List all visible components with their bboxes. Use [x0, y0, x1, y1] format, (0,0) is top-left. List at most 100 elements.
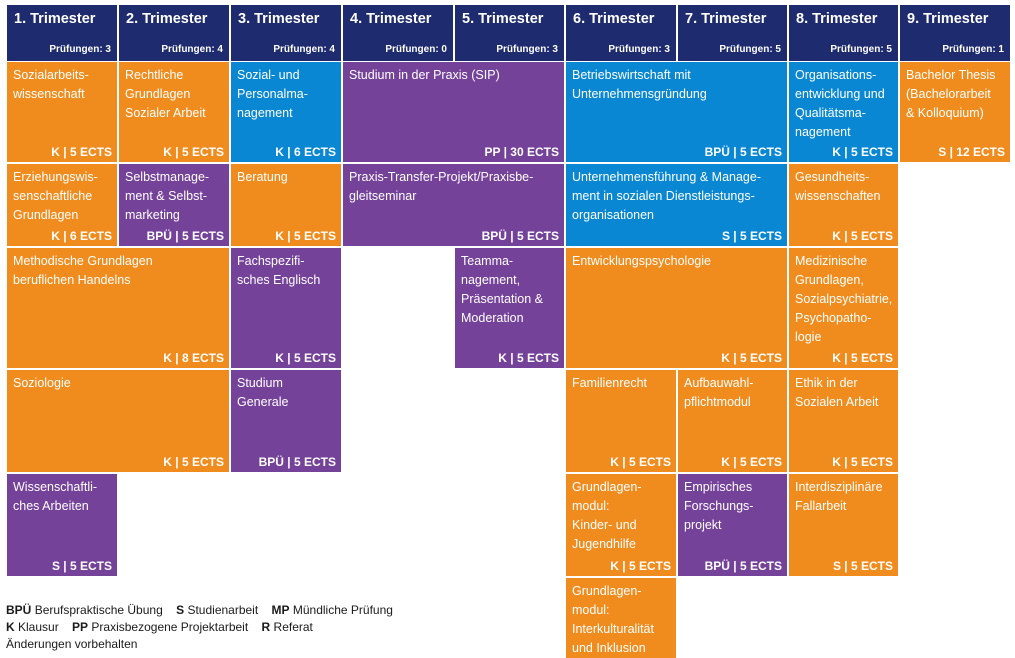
module-cell: Aufbauwahl- pflichtmodul K | 5 ECTS: [678, 370, 787, 472]
trimester-exams: Prüfungen: 5: [719, 44, 781, 55]
legend-abbr: S: [176, 603, 185, 617]
module-ects: K | 5 ECTS: [51, 145, 112, 159]
module-name: Ethik in der Sozialen Arbeit: [795, 376, 879, 409]
module-ects: K | 5 ECTS: [498, 351, 559, 365]
trimester-header-6: 6. Trimester Prüfungen: 3: [566, 5, 676, 61]
legend-line-2: K Klausur PP Praxisbezogene Projektarbei…: [6, 620, 313, 634]
module-name: Medizinische Grundlagen, Sozialpsychiatr…: [795, 254, 893, 344]
module-cell: Grundlagen- modul: Kinder- und Jugendhil…: [566, 474, 676, 576]
module-ects: S | 12 ECTS: [938, 145, 1005, 159]
module-ects: K | 6 ECTS: [275, 145, 336, 159]
module-ects: K | 5 ECTS: [610, 559, 671, 573]
module-name: Empirisches Forschungs- projekt: [684, 480, 754, 532]
module-cell: Beratung K | 5 ECTS: [231, 164, 341, 246]
module-ects: S | 5 ECTS: [721, 229, 782, 243]
trimester-title: 1. Trimester: [14, 11, 96, 27]
module-cell: Ethik in der Sozialen Arbeit K | 5 ECTS: [789, 370, 898, 472]
trimester-title: 5. Trimester: [462, 11, 544, 27]
module-name: Familienrecht: [572, 376, 648, 390]
module-cell: Rechtliche Grundlagen Sozialer Arbeit K |…: [119, 62, 229, 162]
trimester-header-1: 1. Trimester Prüfungen: 3: [7, 5, 117, 61]
module-name: Erziehungswis- senschaftliche Grundlagen: [13, 170, 98, 222]
trimester-exams: Prüfungen: 5: [830, 44, 892, 55]
legend-note: Änderungen vorbehalten: [6, 637, 138, 651]
module-cell: Sozial- und Personalma- nagement K | 6 EC…: [231, 62, 341, 162]
module-cell: Studium Generale BPÜ | 5 ECTS: [231, 370, 341, 472]
legend-abbr: R: [261, 620, 271, 634]
module-name: Grundlagen- modul: Interkulturalität und…: [572, 584, 654, 655]
legend-text: Studienarbeit: [187, 603, 259, 617]
module-cell: Praxis-Transfer-Projekt/Praxisbe- gleits…: [343, 164, 564, 246]
module-cell: Bachelor Thesis (Bachelorarbeit & Kolloq…: [900, 62, 1010, 162]
module-ects: K | 5 ECTS: [832, 455, 893, 469]
module-ects: PP | 30 ECTS: [484, 145, 559, 159]
legend-abbr: MP: [271, 603, 290, 617]
module-name: Fachspezifi- sches Englisch: [237, 254, 321, 287]
module-name: Praxis-Transfer-Projekt/Praxisbe- gleits…: [349, 170, 534, 203]
module-ects: K | 5 ECTS: [275, 351, 336, 365]
trimester-header-5: 5. Trimester Prüfungen: 3: [455, 5, 564, 61]
module-name: Gesundheits- wissenschaften: [795, 170, 881, 203]
trimester-header-3: 3. Trimester Prüfungen: 4: [231, 5, 341, 61]
legend-text: Praxisbezogene Projektarbeit: [91, 620, 249, 634]
legend-abbr: BPÜ: [6, 603, 32, 617]
trimester-title: 6. Trimester: [573, 11, 655, 27]
module-name: Rechtliche Grundlagen Sozialer Arbeit: [125, 68, 206, 120]
trimester-exams: Prüfungen: 3: [49, 44, 111, 55]
module-ects: S | 5 ECTS: [51, 559, 112, 573]
module-ects: K | 5 ECTS: [275, 229, 336, 243]
module-cell: Empirisches Forschungs- projekt BPÜ | 5 E…: [678, 474, 787, 576]
module-ects: K | 5 ECTS: [832, 229, 893, 243]
module-name: Selbstmanage- ment & Selbst- marketing: [125, 170, 210, 222]
module-ects: K | 5 ECTS: [832, 145, 893, 159]
module-cell: Grundlagen- modul: Interkulturalität und…: [566, 578, 676, 658]
module-cell: Soziologie K | 5 ECTS: [7, 370, 229, 472]
module-cell: Teamma- nagement, Präsentation & Moderat…: [455, 248, 564, 368]
module-name: Methodische Grundlagen beruflichen Hande…: [13, 254, 153, 287]
module-cell: Methodische Grundlagen beruflichen Hande…: [7, 248, 229, 368]
trimester-exams: Prüfungen: 1: [942, 44, 1004, 55]
module-cell: Studium in der Praxis (SIP) PP | 30 ECTS: [343, 62, 564, 162]
module-cell: Interdisziplinäre Fallarbeit S | 5 ECTS: [789, 474, 898, 576]
module-cell: Unternehmensführung & Manage- ment in so…: [566, 164, 787, 246]
module-cell: Gesundheits- wissenschaften K | 5 ECTS: [789, 164, 898, 246]
module-ects: K | 8 ECTS: [163, 351, 224, 365]
module-name: Studium in der Praxis (SIP): [349, 68, 500, 82]
legend-text: Klausur: [18, 620, 59, 634]
trimester-title: 9. Trimester: [907, 11, 989, 27]
module-cell: Familienrecht K | 5 ECTS: [566, 370, 676, 472]
module-ects: S | 5 ECTS: [832, 559, 893, 573]
module-name: Grundlagen- modul: Kinder- und Jugendhil…: [572, 480, 642, 551]
module-name: Organisations- entwicklung und Qualitäts…: [795, 68, 885, 139]
trimester-header-4: 4. Trimester Prüfungen: 0: [343, 5, 453, 61]
module-ects: BPÜ | 5 ECTS: [704, 145, 782, 159]
module-ects: BPÜ | 5 ECTS: [258, 455, 336, 469]
module-ects: K | 5 ECTS: [610, 455, 671, 469]
trimester-header-8: 8. Trimester Prüfungen: 5: [789, 5, 898, 61]
module-ects: K | 5 ECTS: [163, 455, 224, 469]
module-name: Bachelor Thesis (Bachelorarbeit & Kolloq…: [906, 68, 996, 120]
trimester-title: 4. Trimester: [350, 11, 432, 27]
module-ects: K | 5 ECTS: [832, 351, 893, 365]
legend-abbr: K: [6, 620, 15, 634]
module-ects: BPÜ | 5 ECTS: [481, 229, 559, 243]
module-cell: Entwicklungspsychologie K | 5 ECTS: [566, 248, 787, 368]
trimester-title: 8. Trimester: [796, 11, 878, 27]
trimester-header-7: 7. Trimester Prüfungen: 5: [678, 5, 787, 61]
legend-text: Referat: [273, 620, 313, 634]
module-name: Studium Generale: [237, 376, 289, 409]
module-name: Sozialarbeits- wissenschaft: [13, 68, 89, 101]
module-cell: Medizinische Grundlagen, Sozialpsychiatr…: [789, 248, 898, 368]
trimester-header-9: 9. Trimester Prüfungen: 1: [900, 5, 1010, 61]
module-ects: K | 6 ECTS: [51, 229, 112, 243]
module-ects: K | 5 ECTS: [163, 145, 224, 159]
module-cell: Sozialarbeits- wissenschaft K | 5 ECTS: [7, 62, 117, 162]
module-cell: Organisations- entwicklung und Qualitäts…: [789, 62, 898, 162]
trimester-title: 3. Trimester: [238, 11, 320, 27]
trimester-title: 2. Trimester: [126, 11, 208, 27]
module-name: Entwicklungspsychologie: [572, 254, 711, 268]
module-cell: Betriebswirtschaft mit Unternehmensgründ…: [566, 62, 787, 162]
trimester-exams: Prüfungen: 0: [385, 44, 447, 55]
trimester-exams: Prüfungen: 4: [161, 44, 223, 55]
legend-abbr: PP: [72, 620, 89, 634]
